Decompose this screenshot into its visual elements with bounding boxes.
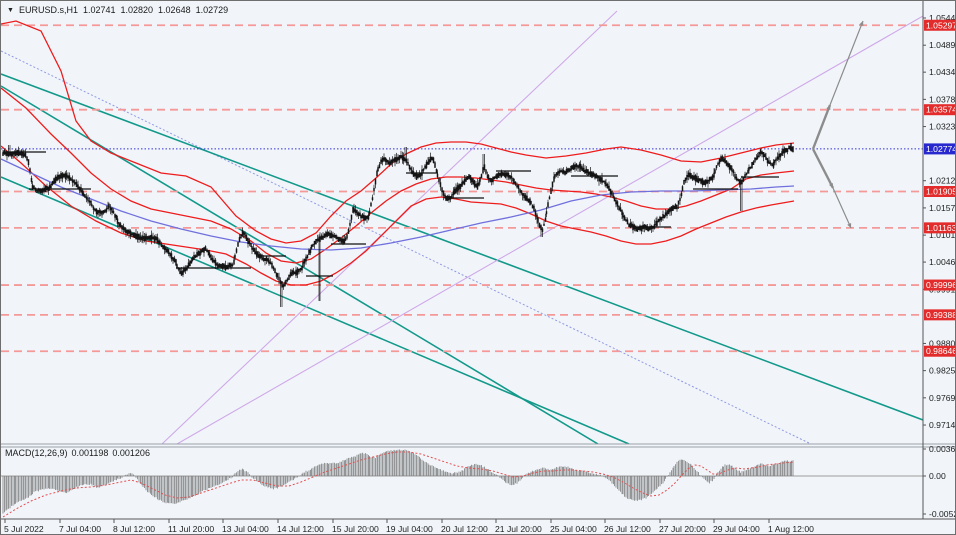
macd-tick-label: 0.003696 — [929, 444, 956, 454]
price-tick-label: 1.03230 — [929, 122, 956, 132]
price-tick-label: 1.00465 — [929, 257, 956, 267]
ohlc-info-bar: ▼ EURUSD.s,H1 1.02741 1.02820 1.02648 1.… — [7, 4, 228, 16]
time-tick-label: 20 Jul 12:00 — [441, 524, 488, 534]
macd-histogram — [2, 449, 794, 514]
time-tick-label: 29 Jul 04:00 — [713, 524, 760, 534]
teal-trendline — [1, 85, 599, 444]
price-tick-label: 1.04340 — [929, 67, 956, 77]
price-level-badge — [924, 222, 955, 234]
price-level-badge-label: 0.99388 — [926, 310, 956, 320]
price-level-badge — [924, 345, 955, 357]
current-price-badge-label: 1.02774 — [926, 144, 956, 154]
price-level-badge-label: 1.05297 — [926, 20, 956, 30]
projection-arrow — [829, 20, 864, 106]
time-tick-label: 27 Jul 20:00 — [659, 524, 706, 534]
price-tick-label: 0.98805 — [929, 338, 956, 348]
high-value: 1.02820 — [120, 5, 154, 15]
projection-arrowhead — [826, 105, 831, 110]
price-level-badge — [924, 185, 955, 197]
time-tick-label: 8 Jul 12:00 — [113, 524, 155, 534]
price-level-badge — [924, 279, 955, 291]
time-tick-label: 14 Jul 12:00 — [277, 524, 324, 534]
time-tick-label: 7 Jul 04:00 — [59, 524, 101, 534]
teal-trendline — [1, 73, 923, 421]
time-tick-label: 5 Jul 2022 — [4, 524, 44, 534]
projection-arrowhead — [829, 183, 833, 188]
price-tick-label: 0.97695 — [929, 393, 956, 403]
macd-tick-label: 0.00 — [929, 471, 946, 481]
projection-arrow — [832, 187, 852, 229]
price-tick-label: 1.01570 — [929, 203, 956, 213]
price-level-badge-label: 1.01163 — [926, 223, 956, 233]
price-tick-label: 1.02125 — [929, 176, 956, 186]
projection-arrowhead — [847, 223, 852, 228]
macd-panel — [1, 449, 923, 518]
symbol-timeframe-label: EURUSD.s,H1 — [18, 5, 78, 15]
time-tick-label: 19 Jul 04:00 — [386, 524, 433, 534]
price-level-badge — [924, 19, 955, 31]
teal-trendline — [1, 176, 630, 444]
price-level-badge-label: 0.98646 — [926, 346, 956, 356]
macd-signal-line — [2, 451, 795, 518]
price-tick-label: 0.97140 — [929, 420, 956, 430]
current-price-badge — [924, 143, 955, 155]
macd-indicator-label: MACD(12,26,9) — [5, 447, 68, 458]
projection-arrow — [811, 148, 835, 189]
open-value: 1.02741 — [82, 5, 116, 15]
price-tick-label: 1.03785 — [929, 94, 956, 104]
macd-tick-label: -0.00527 — [929, 509, 956, 519]
price-level-badge-label: 1.03574 — [926, 105, 956, 115]
bollinger-lower-line — [1, 145, 795, 286]
price-level-badge — [924, 309, 955, 321]
projection-arrowhead — [859, 21, 864, 26]
price-tick-label: 1.05445 — [929, 13, 956, 23]
lavender-trendline — [176, 15, 923, 444]
macd-signal-value: 0.001206 — [112, 447, 150, 458]
macd-info-bar: MACD(12,26,9) 0.001198 0.001206 — [5, 447, 150, 458]
projection-arrow — [811, 104, 832, 150]
price-tick-label: 1.01015 — [929, 230, 956, 240]
macd-main-value: 0.001198 — [71, 447, 109, 458]
time-tick-label: 11 Jul 20:00 — [168, 524, 214, 534]
time-tick-label: 25 Jul 04:00 — [550, 524, 597, 534]
price-tick-label: 1.04890 — [929, 40, 956, 50]
time-tick-label: 13 Jul 04:00 — [222, 524, 269, 534]
time-tick-label: 15 Jul 20:00 — [332, 524, 379, 534]
chart-menu-icon[interactable]: ▼ — [7, 6, 14, 14]
time-tick-label: 26 Jul 12:00 — [604, 524, 651, 534]
bollinger-upper-line — [1, 20, 795, 244]
time-tick-label: 21 Jul 20:00 — [495, 524, 542, 534]
close-value: 1.02729 — [195, 5, 229, 15]
price-panel — [1, 10, 923, 444]
price-level-badge-label: 1.01905 — [926, 186, 956, 196]
time-tick-label: 1 Aug 12:00 — [768, 524, 814, 534]
moving-average-line — [1, 158, 795, 251]
price-level-badge — [924, 104, 955, 116]
low-value: 1.02648 — [158, 5, 191, 15]
price-level-badge-label: 0.99996 — [926, 280, 956, 290]
